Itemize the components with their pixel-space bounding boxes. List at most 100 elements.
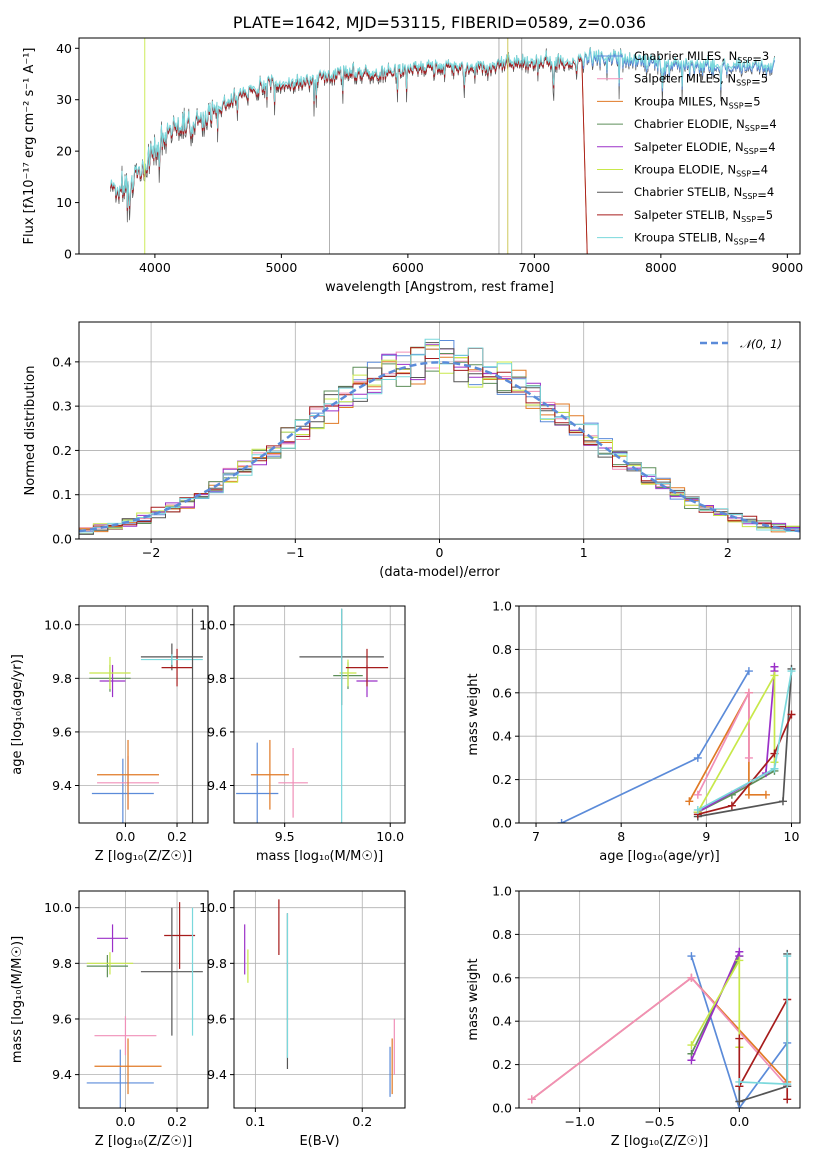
y-tick-label: 9.8: [52, 956, 72, 971]
legend-nssp-value: 5: [761, 72, 768, 86]
x-tick-label: 8000: [645, 260, 677, 275]
plus-marker: [687, 952, 696, 961]
y-tick-label: 9.6: [52, 1011, 72, 1026]
legend-nssp-sub: SSP: [744, 147, 759, 156]
x-tick-label: 7: [532, 829, 540, 844]
x-tick-label: 0.0: [115, 1114, 135, 1129]
plus-marker: [693, 790, 702, 799]
legend-nssp: , N: [721, 49, 737, 63]
y-tick-label: 9.8: [207, 671, 227, 686]
y-tick-label: 0.4: [492, 1014, 512, 1029]
legend-nssp: , N: [718, 231, 734, 245]
panel-mass-weight-vs-Z: −1.0 −0.5 0.0 0.0 0.2 0.4 0.6 0.8 1.0 Z [log₁₀(Z/…: [466, 884, 801, 1149]
y-axis-label: mass weight: [466, 958, 481, 1040]
legend-label: Salpeter ELODIE, NSSP=4: [634, 140, 776, 157]
plus-marker: [687, 973, 696, 982]
plus-marker: [770, 671, 779, 680]
plus-marker: [787, 667, 796, 676]
legend-label: Chabrier STELIB, NSSP=4: [634, 185, 774, 202]
plus-marker: [687, 1056, 696, 1065]
legend-label: Chabrier MILES, NSSP=3: [634, 49, 769, 66]
legend-nssp: , N: [729, 117, 745, 131]
plus-marker: [735, 1097, 744, 1106]
x-tick-label: −1: [286, 545, 304, 560]
x-tick-label: 0: [436, 545, 444, 560]
weight-line: [697, 668, 793, 818]
y-axis-label: Normed distribution: [23, 366, 38, 496]
y-tick-label: 1.0: [492, 599, 512, 614]
x-tick-label: −0.5: [644, 1114, 674, 1129]
y-tick-label: 0.0: [492, 1101, 512, 1116]
legend-series-name: Chabrier ELODIE: [634, 117, 729, 131]
plus-marker: [693, 753, 702, 762]
legend-eq: =: [757, 188, 767, 202]
legend-nssp-value: 4: [768, 140, 775, 154]
x-tick-label: 0.0: [729, 1114, 749, 1129]
spectrum-line: [110, 46, 776, 208]
legend-series-name: Salpeter ELODIE: [634, 140, 728, 154]
legend-nssp-sub: SSP: [734, 238, 749, 247]
x-tick-label: 4000: [139, 260, 171, 275]
plus-marker: [770, 764, 779, 773]
legend-label: Kroupa MILES, NSSP=5: [634, 94, 761, 111]
x-tick-label: 0.2: [167, 1114, 187, 1129]
plus-marker: [687, 1041, 696, 1050]
y-tick-label: 0: [64, 247, 72, 262]
y-tick-label: 0.2: [492, 772, 512, 787]
panel-mass-vs-EBV: 0.1 0.2 9.4 9.6 9.8 10.0 E(B-V): [199, 890, 406, 1149]
x-axis-label: mass [log₁₀(M/M☉)]: [256, 849, 383, 864]
plus-marker: [783, 1095, 792, 1104]
legend-nssp-value: 5: [766, 208, 773, 222]
legend-label: Kroupa ELODIE, NSSP=4: [634, 163, 768, 180]
y-tick-label: 0.3: [52, 399, 72, 414]
legend-eq: =: [751, 166, 761, 180]
plot-frame: [518, 605, 801, 824]
x-axis-label: Z [log₁₀(Z/Z☉)]: [95, 1134, 192, 1149]
legend-series-name: Salpeter MILES: [634, 72, 720, 86]
legend-label: 𝒩(0, 1): [740, 337, 782, 351]
panel-age-vs-mass: 9.5 10.0 9.4 9.6 9.8 10.0 mass [log₁₀(M/M☉)]: [199, 605, 406, 864]
x-tick-label: 10.0: [376, 829, 404, 844]
legend-nssp: , N: [728, 140, 744, 154]
legend-nssp-sub: SSP: [742, 192, 757, 201]
y-tick-label: 0.6: [492, 685, 512, 700]
y-tick-label: 20: [56, 144, 72, 159]
legend-eq: =: [752, 52, 762, 66]
y-tick-label: 0.0: [492, 816, 512, 831]
legend-label: Chabrier ELODIE, NSSP=4: [634, 117, 777, 134]
plus-marker: [744, 753, 753, 762]
legend-nssp-value: 4: [767, 185, 774, 199]
x-tick-label: 0.0: [115, 829, 135, 844]
y-tick-label: 0.8: [492, 927, 512, 942]
legend-eq: =: [760, 120, 770, 134]
spectrum-line: [110, 53, 588, 254]
plus-marker: [783, 1080, 792, 1089]
legend-eq: =: [749, 234, 759, 248]
panel-age-vs-Z: 0.0 0.2 9.4 9.6 9.8 10.0 Z [log₁₀(Z/Z☉)] age [l…: [10, 605, 209, 864]
legend-eq: =: [756, 211, 766, 225]
panel-mass-weight-vs-age: 7 8 9 10 0.0 0.2 0.4 0.6 0.8 1.0 age [log₁₀(age/yr…: [466, 599, 801, 864]
legend-nssp-value: 4: [761, 163, 768, 177]
plot-frame: [78, 890, 209, 1109]
legend-series-name: Kroupa ELODIE: [634, 163, 720, 177]
y-tick-label: 10.0: [44, 617, 72, 632]
legend-nssp-value: 4: [769, 117, 776, 131]
legend-nssp-value: 5: [753, 94, 760, 108]
legend-nssp: , N: [720, 72, 736, 86]
x-tick-label: −2: [142, 545, 160, 560]
y-tick-label: 40: [56, 41, 72, 56]
weight-line: [690, 951, 741, 1061]
legend-label: Kroupa STELIB, NSSP=4: [634, 231, 766, 248]
y-tick-label: 9.8: [52, 671, 72, 686]
y-tick-label: 0.0: [52, 532, 72, 547]
y-tick-label: 10.0: [199, 900, 227, 915]
x-tick-label: 7000: [518, 260, 550, 275]
x-tick-label: 1: [580, 545, 588, 560]
y-tick-label: 10: [56, 195, 72, 210]
y-tick-label: 0.2: [492, 1057, 512, 1072]
y-tick-label: 9.4: [207, 778, 227, 793]
y-tick-label: 9.6: [52, 724, 72, 739]
plot-frame: [518, 890, 801, 1109]
y-tick-label: 30: [56, 92, 72, 107]
plus-marker: [685, 797, 694, 806]
